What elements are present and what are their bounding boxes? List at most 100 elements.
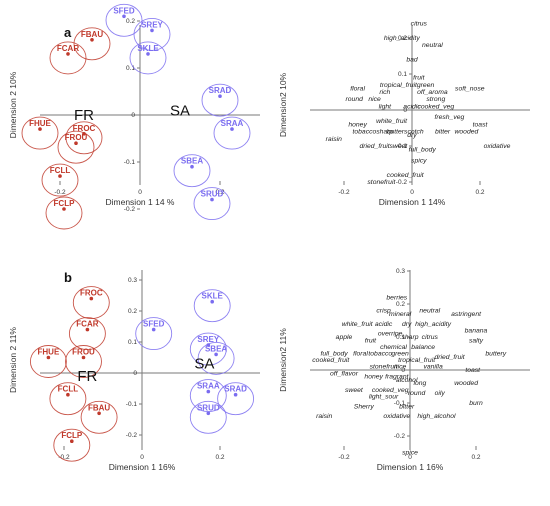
confidence-ellipse (53, 428, 91, 462)
attribute-label: fragrant (385, 374, 410, 381)
confidence-ellipse (72, 286, 110, 320)
sample-point (85, 327, 90, 332)
sample-label: FCLP (61, 431, 83, 440)
sample-point (58, 174, 62, 178)
sample-label: FROU (72, 348, 95, 357)
attribute-label: neutral (422, 42, 443, 49)
sample-point (230, 127, 234, 131)
attribute-label: cooked_fruit (387, 172, 425, 179)
sample-point (38, 127, 42, 131)
attribute-label: Sherry (354, 403, 375, 410)
sample-label: FBAU (88, 403, 110, 412)
attribute-label: nice (368, 96, 381, 103)
attribute-label: rich (379, 89, 390, 96)
y-tick-label: 0.3 (396, 268, 405, 275)
attribute-label: cooked_veg (417, 103, 454, 110)
sample-point (214, 352, 218, 357)
y-tick-label: 0.2 (128, 308, 137, 315)
attribute-label: honey (348, 121, 367, 128)
confidence-ellipse (68, 317, 106, 351)
x-tick-label: 0 (140, 454, 144, 461)
confidence-ellipse (197, 341, 235, 375)
y-tick-label: 0 (401, 367, 405, 374)
attribute-label: alcohol (396, 377, 418, 384)
sample-label: SRUD (197, 403, 220, 412)
attribute-label: white_fruit (342, 321, 374, 328)
sample-point (146, 52, 150, 56)
attribute-label: dried_fruit (434, 354, 465, 361)
sample-label: SREY (141, 20, 163, 29)
sample-point (90, 38, 94, 42)
confidence-ellipse (105, 3, 143, 37)
attribute-label: overripe (378, 331, 403, 338)
attribute-label: apple (336, 334, 353, 341)
y-tick-label: 0 (131, 112, 135, 119)
attribute-label: tropical_fruit (380, 82, 418, 89)
sample-point (151, 327, 156, 332)
group-centroid-label: FR (74, 107, 94, 124)
sample-label: FCAR (76, 320, 98, 329)
sample-point (190, 164, 194, 169)
attribute-label: oxidative (484, 143, 511, 150)
sample-point (122, 14, 126, 19)
sample-point (46, 355, 51, 360)
attribute-label: berries (386, 294, 407, 301)
x-tick-label: -0.2 (58, 454, 70, 461)
sample-label: SRUD (201, 190, 224, 199)
y-tick-label: -0.2 (126, 432, 138, 439)
attribute-label: oxidative (383, 413, 410, 420)
sample-label: SREY (197, 335, 219, 344)
attribute-label: long (413, 380, 426, 387)
y-tick-label: 0.1 (126, 65, 135, 72)
y-tick-label: 0.3 (128, 277, 137, 284)
attribute-label: round (408, 390, 426, 397)
x-axis-title: Dimension 1 16% (109, 462, 176, 472)
sample-label: FROC (73, 124, 96, 133)
y-tick-label: 0 (403, 107, 407, 114)
attribute-label: toast (465, 367, 481, 374)
sample-label: SFED (113, 6, 135, 15)
confidence-ellipse (133, 17, 171, 51)
attribute-label: dry (407, 132, 417, 139)
group-centroid-label: FR (77, 368, 97, 385)
y-tick-label: -0.1 (124, 159, 136, 166)
sample-point (97, 411, 101, 416)
confidence-ellipse (193, 187, 231, 221)
confidence-ellipse (49, 41, 87, 75)
x-axis-title: Dimension 1 14% (379, 197, 446, 207)
group-centroid-label: SA (194, 356, 214, 373)
sample-point (74, 141, 78, 145)
attribute-label: nice (394, 364, 407, 371)
attribute-label: floral (353, 351, 368, 358)
y-axis-title: Dimension2 10% (278, 72, 288, 137)
attribute-label: high_acidity (384, 35, 420, 42)
attribute-label: green (417, 82, 435, 89)
confidence-ellipse (189, 400, 227, 434)
confidence-ellipse (65, 121, 103, 155)
y-tick-label: -0.1 (396, 143, 408, 150)
attribute-label: acidic (375, 321, 393, 328)
y-tick-label: 0.2 (398, 35, 407, 42)
sample-label: FCLP (54, 199, 76, 208)
attribute-label: oily (435, 390, 446, 397)
attribute-label: tobacco (368, 351, 392, 358)
x-tick-label: 0 (408, 454, 412, 461)
attribute-label: off_flavor (330, 370, 359, 377)
confidence-ellipse (189, 332, 227, 366)
sample-point (218, 94, 222, 98)
y-tick-label: 0.1 (128, 339, 137, 346)
sample-point (81, 355, 86, 360)
sample-label: SBEA (205, 344, 227, 353)
confidence-ellipse (45, 196, 83, 230)
attribute-label: sharp (401, 334, 418, 341)
x-tick-label: 0.2 (215, 189, 224, 196)
y-axis-title: Dimension 2 11% (8, 327, 18, 393)
sample-point (210, 197, 214, 202)
y-tick-label: -0.1 (394, 400, 406, 407)
sample-point (150, 28, 154, 33)
sample-label: SBEA (181, 157, 203, 166)
sample-label: SRAD (224, 385, 247, 394)
x-tick-label: 0 (138, 189, 142, 196)
